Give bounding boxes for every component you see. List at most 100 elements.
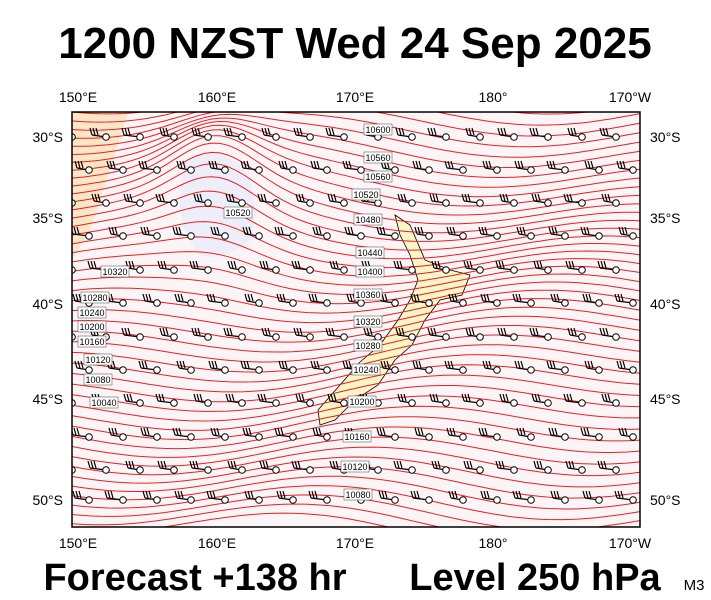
barb-tick [129,393,133,402]
barb-tick [159,127,163,136]
barb-tick [399,460,403,469]
contour-line [72,163,640,234]
barb-tick [568,460,572,469]
barb-tick [80,360,84,369]
barb-station [612,133,620,141]
barb-tick [277,427,281,436]
barb-station [204,199,212,207]
contour-label: 10280 [355,341,380,351]
barb-tick [481,427,485,436]
barb-tick [379,427,383,436]
barb-tick [295,393,299,402]
barb-tick [316,160,320,169]
barb-tick [78,293,82,302]
barb-tick [182,360,186,369]
barb-tick [618,226,622,235]
barb-station [544,466,552,474]
barb-tick [618,427,622,436]
barb-station [442,333,450,341]
barb-station [612,266,620,274]
contour-line [72,205,640,260]
barb-station [408,466,416,474]
barb-tick [246,360,250,369]
barb-station [323,496,331,504]
barb-tick [550,293,554,302]
barb-station [272,266,280,274]
barb-tick [614,293,618,302]
barb-tick [110,293,114,302]
barb-tick [384,490,388,499]
barb-tick [197,327,201,336]
barb-station [578,466,586,474]
barb-tick [515,293,519,302]
barb-tick [548,427,552,436]
barb-tick [163,260,167,269]
barb-station [493,366,501,374]
barb-tick [620,293,624,302]
barb-tick [242,427,246,436]
level: Level 250 hPa [409,557,661,599]
barb-station [442,399,450,407]
barb-tick [393,260,397,269]
barb-tick [225,393,229,402]
barb-tick [310,360,314,369]
barb-station [255,232,263,240]
barb-station [544,399,552,407]
barb-station [561,166,569,174]
barb-tick [444,160,448,169]
barb-station [544,333,552,341]
barb-station [391,232,399,240]
barb-tick [429,393,433,402]
barb-station [238,133,246,141]
barb-tick [534,393,538,402]
barb-tick [382,427,386,436]
barb-tick [466,260,470,269]
contour-label-box [83,373,113,386]
barb-tick [499,393,503,402]
contour-label: 10320 [355,317,380,327]
barb-tick [449,226,453,235]
barb-station [72,199,76,207]
barb-tick [602,327,606,336]
barb-tick [213,226,217,235]
barb-tick [549,160,553,169]
barb-station [340,199,348,207]
contour-line [72,112,640,148]
barb-tick [533,260,537,269]
barb-station [289,166,297,174]
contour-label-box [89,396,119,409]
barb-tick [399,260,403,269]
barb-station [238,199,246,207]
barb-tick [301,393,305,402]
barb-tick [293,327,297,336]
barb-tick [178,226,182,235]
barb-tick [597,260,601,269]
barb-tick [229,327,233,336]
barb-tick [565,260,569,269]
barb-tick [294,460,298,469]
barb-tick [301,193,305,202]
barb-tick [417,226,421,235]
barb-tick [552,360,556,369]
barb-station [459,366,467,374]
lat-label-left: 35°S [32,210,63,226]
barb-tick [278,160,282,169]
barb-tick [193,393,197,402]
barb-station [170,266,178,274]
barb-tick [431,460,435,469]
barb-tick [617,293,621,302]
barb-tick [488,360,492,369]
contour-line [72,112,640,126]
barb-tick [583,226,587,235]
barb-tick [382,226,386,235]
barb-tick [602,127,606,136]
barb-tick [622,160,626,169]
barb-tick [416,490,420,499]
barb-station [136,266,144,274]
barb-tick [412,160,416,169]
contour-line [72,129,640,198]
barb-station [357,166,365,174]
barb-tick [512,293,516,302]
barb-tick [495,260,499,269]
barb-tick [465,327,469,336]
